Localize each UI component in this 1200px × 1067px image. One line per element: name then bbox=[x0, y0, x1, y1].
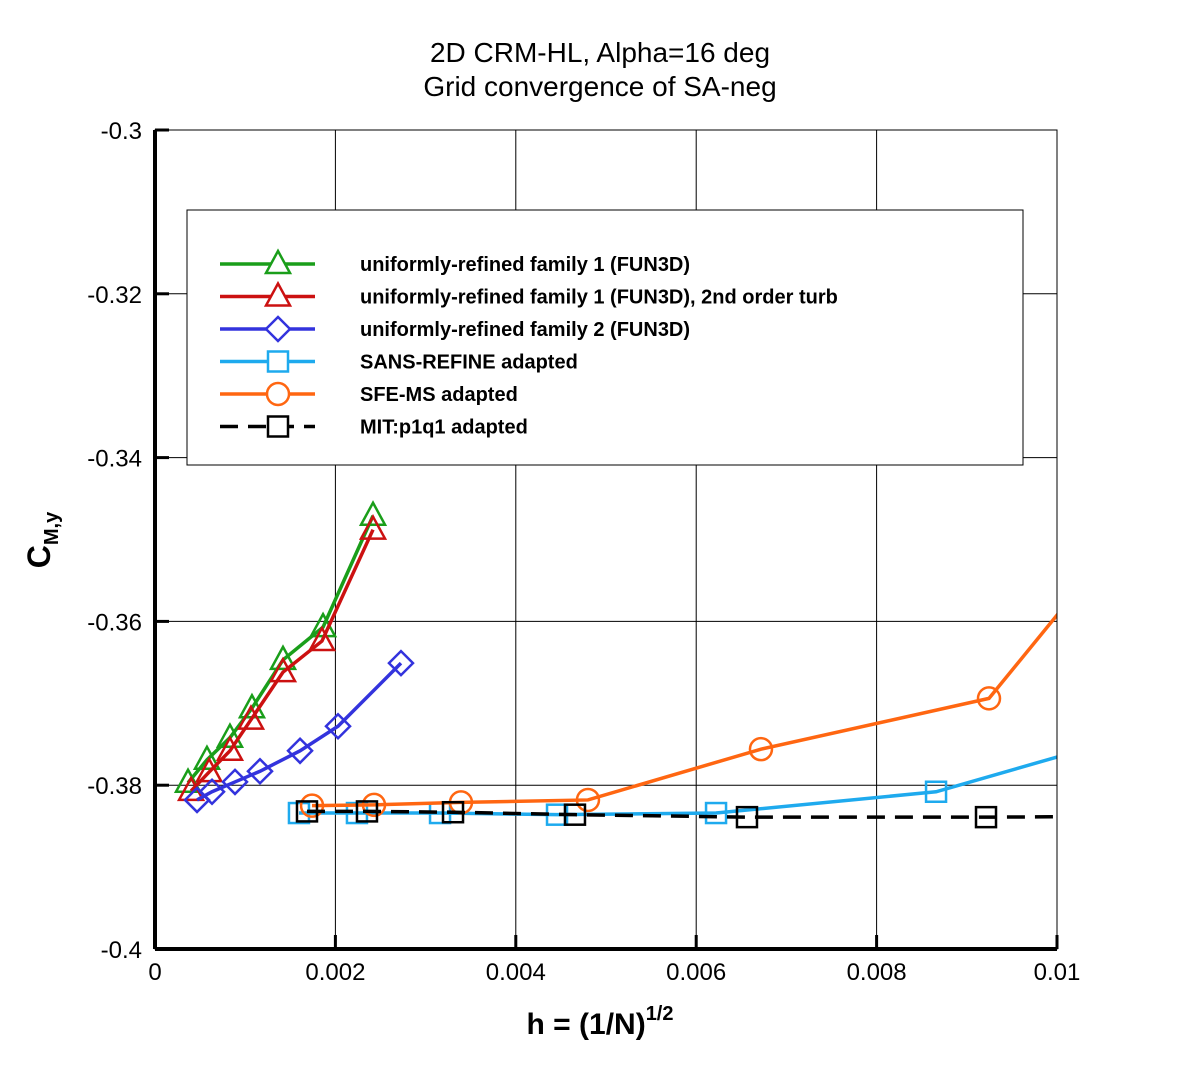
x-label-main: h = (1/N) bbox=[527, 1008, 646, 1041]
marker bbox=[215, 735, 245, 762]
marker bbox=[307, 625, 337, 652]
y-tick-label: -0.4 bbox=[101, 937, 142, 964]
marker bbox=[704, 801, 728, 825]
y-label-main: C bbox=[21, 545, 57, 568]
x-axis-label: h = (1/N)1/2 bbox=[527, 1003, 674, 1041]
marker bbox=[358, 500, 388, 526]
marker bbox=[1137, 721, 1157, 741]
legend-label: SANS-REFINE adapted bbox=[360, 352, 578, 374]
legend-label: SFE-MS adapted bbox=[360, 384, 518, 406]
legend-marker bbox=[265, 381, 291, 407]
series-line bbox=[312, 612, 1057, 808]
legend-label: uniformly-refined family 2 (FUN3D) bbox=[360, 319, 690, 341]
marker bbox=[976, 686, 1002, 711]
legend-label: MIT:p1q1 adapted bbox=[360, 417, 528, 439]
legend-marker bbox=[264, 315, 292, 343]
x-tick-label: 0 bbox=[148, 959, 161, 986]
marker bbox=[355, 800, 379, 823]
marker bbox=[236, 704, 266, 730]
marker bbox=[358, 514, 388, 540]
y-tick-label: -0.38 bbox=[87, 773, 142, 800]
marker bbox=[361, 792, 387, 818]
y-tick-label: -0.34 bbox=[87, 446, 142, 473]
marker bbox=[268, 644, 298, 671]
marker bbox=[735, 805, 759, 829]
legend-marker bbox=[266, 415, 290, 438]
marker bbox=[246, 757, 274, 786]
marker bbox=[1137, 806, 1157, 826]
x-tick-label: 0.01 bbox=[1034, 959, 1081, 986]
y-tick-label: -0.36 bbox=[87, 609, 142, 636]
marker bbox=[221, 768, 249, 796]
x-label-sup: 1/2 bbox=[646, 1003, 674, 1025]
marker bbox=[198, 777, 226, 806]
marker bbox=[215, 722, 245, 748]
marker bbox=[748, 736, 774, 762]
y-label-sub: M,y bbox=[41, 511, 63, 545]
marker bbox=[295, 800, 319, 823]
marker bbox=[268, 656, 298, 683]
marker bbox=[575, 787, 601, 813]
x-tick-label: 0.004 bbox=[486, 959, 546, 986]
marker bbox=[286, 737, 314, 765]
marker bbox=[563, 803, 587, 826]
series-line bbox=[196, 661, 403, 802]
marker bbox=[299, 793, 325, 818]
marker bbox=[974, 805, 998, 829]
series-line bbox=[189, 528, 375, 793]
x-tick-label: 0.006 bbox=[666, 959, 726, 986]
series-line bbox=[306, 809, 1057, 819]
legend-marker bbox=[263, 248, 293, 275]
marker bbox=[387, 649, 415, 677]
chart-title: Grid convergence of SA-neg bbox=[423, 71, 776, 102]
marker bbox=[441, 800, 465, 824]
y-tick-label: -0.3 bbox=[101, 118, 142, 145]
legend-label: uniformly-refined family 1 (FUN3D), 2nd … bbox=[360, 287, 838, 309]
x-tick-label: 0.002 bbox=[305, 959, 365, 986]
chart-title: 2D CRM-HL, Alpha=16 deg bbox=[430, 37, 770, 68]
legend-label: uniformly-refined family 1 (FUN3D) bbox=[360, 254, 690, 276]
y-tick-label: -0.32 bbox=[87, 282, 142, 309]
marker bbox=[924, 780, 948, 804]
legend-marker bbox=[263, 280, 293, 307]
legend-box bbox=[186, 209, 1024, 466]
legend-marker bbox=[266, 350, 290, 373]
marker bbox=[1091, 549, 1113, 571]
marker bbox=[192, 744, 222, 771]
x-tick-label: 0.008 bbox=[847, 959, 907, 986]
marker bbox=[324, 712, 352, 740]
y-axis-label: CM,y bbox=[21, 511, 63, 568]
